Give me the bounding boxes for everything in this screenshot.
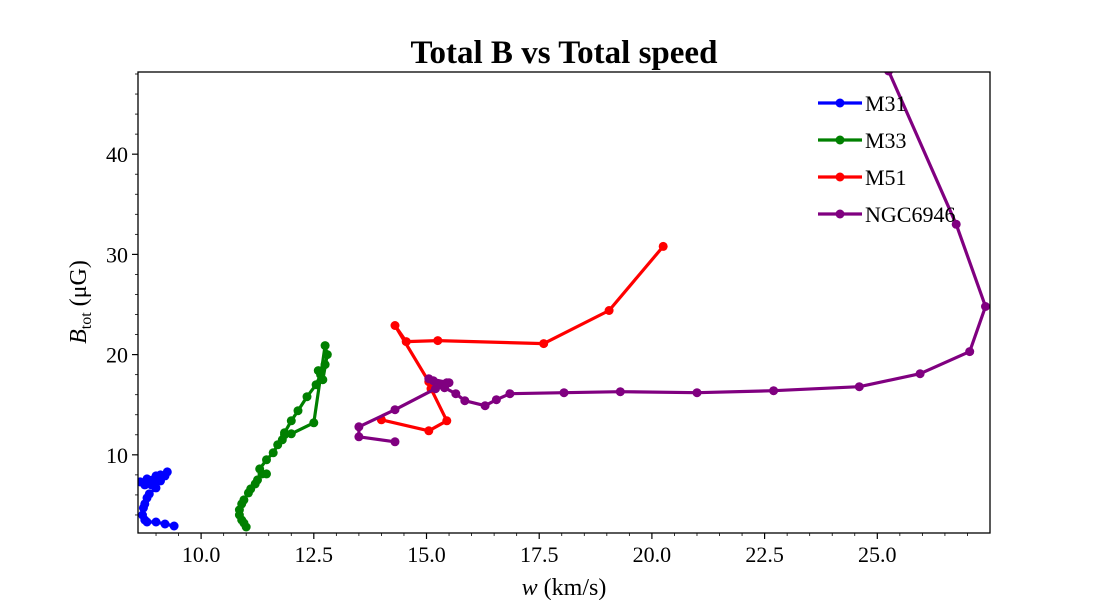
plot-area [137, 71, 991, 534]
legend-marker-m51 [835, 172, 845, 182]
data-point-m51 [442, 416, 452, 426]
legend-label-m33: M33 [865, 128, 907, 153]
data-point-m33 [286, 429, 296, 439]
data-point-m31 [142, 474, 152, 484]
data-point-m31 [156, 470, 165, 480]
series-m51 [376, 241, 668, 436]
x-tick-label: 15.0 [407, 542, 446, 567]
data-point-m33 [318, 375, 328, 385]
data-point-m51 [390, 321, 400, 330]
series-m31 [138, 467, 179, 531]
legend-item-m33: M33 [818, 128, 907, 153]
data-point-m51 [658, 241, 668, 251]
data-point-m31 [160, 519, 170, 529]
data-point-ngc6946 [440, 383, 449, 393]
data-point-m51 [604, 306, 614, 315]
y-tick-label: 20 [106, 343, 128, 368]
data-point-ngc6946 [480, 401, 490, 411]
data-point-ngc6946 [951, 219, 961, 229]
data-point-m33 [322, 350, 332, 360]
data-point-m33 [320, 341, 330, 351]
legend-item-m51: M51 [818, 165, 907, 190]
x-axis: 10.0 12.5 15.0 17.5 20.0 22.5 25.0 [155, 533, 968, 567]
y-axis-label: Btot (μG) [66, 260, 95, 344]
legend-item-m31: M31 [818, 91, 907, 116]
x-tick-label: 10.0 [182, 542, 221, 567]
x-tick-label: 20.0 [633, 542, 672, 567]
data-point-m33 [255, 464, 265, 474]
data-point-ngc6946 [354, 432, 364, 442]
data-point-ngc6946 [615, 387, 625, 397]
data-point-m51 [539, 339, 549, 349]
data-point-ngc6946 [965, 347, 975, 357]
legend-marker-m33 [835, 135, 845, 145]
series-m33 [234, 341, 332, 532]
data-point-m51 [433, 336, 443, 346]
y-axis-sub: tot [78, 312, 95, 329]
data-point-m51 [401, 337, 411, 347]
data-point-m33 [302, 392, 312, 402]
data-point-m31 [151, 517, 161, 527]
data-point-m33 [313, 366, 323, 376]
data-point-ngc6946 [559, 388, 569, 398]
data-point-m33 [262, 469, 271, 479]
y-tick-label: 30 [106, 242, 128, 267]
y-axis: 10 20 30 40 [106, 73, 138, 516]
plot-frame [137, 71, 991, 534]
data-point-ngc6946 [692, 388, 702, 398]
y-axis-var: B [66, 329, 92, 344]
data-point-ngc6946 [769, 386, 779, 396]
x-tick-label: 17.5 [520, 542, 559, 567]
data-point-m33 [309, 418, 319, 428]
data-point-ngc6946 [460, 396, 470, 406]
data-point-m31 [162, 467, 172, 477]
x-tick-label: 25.0 [858, 542, 897, 567]
series-ngc6946 [354, 72, 990, 447]
data-point-m33 [280, 430, 289, 440]
y-tick-label: 40 [106, 142, 128, 167]
data-point-ngc6946 [981, 302, 990, 311]
data-point-ngc6946 [915, 369, 925, 379]
data-point-m33 [311, 380, 321, 390]
data-point-ngc6946 [354, 422, 364, 432]
data-point-m33 [286, 416, 296, 426]
legend-item-ngc6946: NGC6946 [818, 202, 955, 227]
data-point-m31 [169, 521, 179, 531]
legend-label-m31: M31 [865, 91, 907, 116]
data-point-ngc6946 [390, 437, 400, 447]
x-axis-var: w [522, 575, 538, 600]
x-axis-unit: (km/s) [538, 575, 607, 600]
data-point-m31 [138, 510, 147, 520]
legend-label-m51: M51 [865, 165, 907, 190]
data-point-m33 [320, 360, 330, 370]
legend-label-ngc6946: NGC6946 [865, 202, 955, 227]
data-point-ngc6946 [390, 405, 400, 415]
x-tick-label: 12.5 [295, 542, 334, 567]
data-point-ngc6946 [428, 376, 438, 386]
legend-marker-ngc6946 [835, 209, 845, 219]
x-axis-label: w (km/s) [522, 575, 607, 600]
data-point-ngc6946 [505, 389, 515, 399]
y-axis-unit: (μG) [66, 260, 92, 312]
data-point-m31 [149, 478, 159, 488]
legend-marker-m31 [835, 98, 845, 108]
data-point-ngc6946 [491, 395, 501, 405]
data-point-ngc6946 [451, 389, 461, 399]
legend: M31 M33 M51 NGC6946 [818, 91, 955, 227]
data-point-m33 [262, 455, 271, 465]
data-point-ngc6946 [854, 382, 864, 392]
x-tick-label: 22.5 [745, 542, 784, 567]
series-line-m51 [379, 244, 665, 433]
data-point-m31 [144, 489, 154, 499]
y-tick-label: 10 [106, 443, 128, 468]
chart-title: Total B vs Total speed [411, 35, 718, 71]
data-point-ngc6946 [884, 72, 893, 76]
data-point-m33 [293, 406, 303, 416]
data-point-m33 [268, 448, 278, 458]
data-point-m51 [424, 426, 434, 436]
data-point-m33 [239, 495, 249, 505]
series-line-ngc6946 [357, 72, 988, 444]
